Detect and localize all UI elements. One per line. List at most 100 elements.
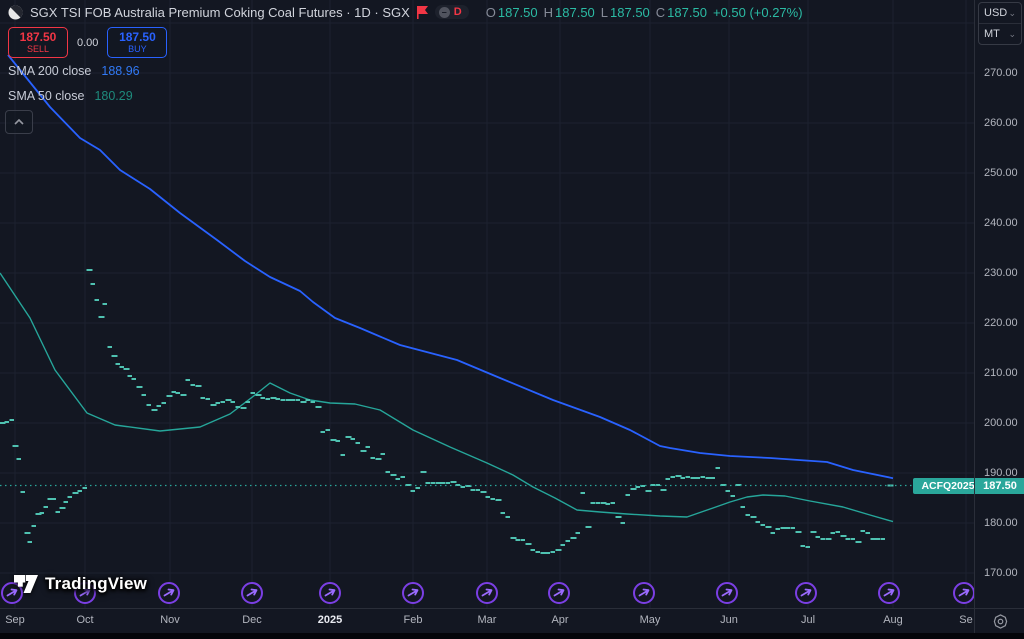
price-bar	[630, 488, 637, 490]
indicator-row-sma200[interactable]: SMA 200 close 188.96	[8, 63, 140, 79]
sma-line-200[interactable]	[7, 54, 894, 480]
spread-value: 0.00	[77, 36, 99, 49]
price-bar	[360, 450, 367, 452]
price-bar	[175, 392, 180, 394]
chart-canvas[interactable]	[0, 0, 974, 608]
settings-gear-icon[interactable]	[993, 613, 1008, 629]
sma-line-50[interactable]	[0, 272, 894, 523]
sell-price: 187.50	[19, 30, 57, 44]
price-bar	[675, 475, 682, 477]
sell-button[interactable]: 187.50 SELL	[8, 27, 68, 58]
contract-roll-icon[interactable]	[158, 582, 180, 604]
price-bar	[72, 492, 79, 494]
price-bar	[830, 532, 835, 534]
price-bar	[705, 477, 712, 479]
price-bar	[115, 363, 120, 365]
price-bar	[270, 397, 277, 399]
price-bar	[59, 507, 66, 509]
price-bar	[9, 419, 14, 421]
price-bar	[119, 366, 124, 368]
price-bar	[370, 457, 375, 459]
market-status-pill[interactable]: – D	[434, 5, 469, 19]
price-bar	[171, 391, 176, 393]
price-bar	[123, 368, 130, 370]
price-bar	[855, 541, 862, 543]
price-bar	[845, 538, 850, 540]
time-axis-label-2025: 2025	[317, 614, 343, 626]
contract-tag[interactable]: ACFQ2025	[913, 478, 983, 494]
price-bar	[420, 471, 427, 473]
price-bar	[94, 299, 99, 301]
time-axis-label-apr: Apr	[551, 614, 569, 626]
price-bar	[745, 514, 750, 516]
price-bar	[425, 482, 430, 484]
contract-roll-icon[interactable]	[633, 582, 655, 604]
price-axis-label: 200.00	[984, 417, 1018, 429]
contract-roll-icon[interactable]	[476, 582, 498, 604]
price-bar	[485, 496, 490, 498]
time-axis-label-sep: Sep	[5, 614, 25, 626]
price-bar	[515, 539, 520, 541]
contract-roll-icon[interactable]	[953, 582, 974, 604]
time-axis-label-may: May	[639, 614, 661, 626]
chart-legend-toolbar: SGX TSI FOB Australia Premium Coking Coa…	[8, 3, 803, 21]
price-bar	[710, 477, 715, 479]
contract-roll-icon[interactable]	[878, 582, 900, 604]
price-bar	[345, 436, 352, 438]
indicator-row-sma50[interactable]: SMA 50 close 180.29	[8, 88, 133, 104]
price-bar	[760, 524, 765, 526]
tradingview-mark-icon	[14, 575, 38, 593]
time-axis-label-mar: Mar	[477, 614, 497, 626]
currency-dropdown[interactable]: USD ⌄	[979, 3, 1021, 23]
price-bar	[355, 442, 360, 444]
contract-roll-icon[interactable]	[716, 582, 738, 604]
price-bar	[875, 538, 880, 540]
price-bar	[166, 395, 173, 397]
price-bar	[24, 532, 31, 534]
contract-roll-icon[interactable]	[548, 582, 570, 604]
price-bar	[645, 490, 652, 492]
contract-roll-icon[interactable]	[1, 582, 23, 604]
time-axis[interactable]: Sep Oct Nov Dec 2025 Feb Mar Apr May Jun Jul Aug Se	[0, 608, 1024, 633]
collapse-legend-button[interactable]	[5, 110, 33, 134]
price-bar	[725, 490, 730, 492]
price-bar	[600, 502, 607, 504]
price-bar	[860, 530, 865, 532]
price-bar	[720, 484, 727, 486]
price-bar	[550, 551, 555, 553]
price-bar	[795, 531, 802, 533]
flag-icon[interactable]	[416, 5, 428, 19]
price-axis[interactable]: 270.00 260.00 250.00 240.00 230.00 220.00 210.…	[974, 0, 1024, 608]
price-bar	[205, 398, 210, 400]
market-status-letter: D	[453, 6, 462, 18]
contract-roll-icon[interactable]	[241, 582, 263, 604]
price-bar	[430, 482, 435, 484]
contract-roll-icon[interactable]	[74, 582, 96, 604]
buy-button[interactable]: 187.50 BUY	[107, 27, 168, 58]
price-bar	[405, 484, 412, 486]
contract-roll-icon[interactable]	[795, 582, 817, 604]
contract-roll-icon[interactable]	[402, 582, 424, 604]
unit-dropdown[interactable]: MT ⌄	[979, 23, 1021, 44]
price-axis-label: 210.00	[984, 367, 1018, 379]
price-bar	[200, 397, 205, 399]
price-bar	[770, 532, 775, 534]
symbol-title[interactable]: SGX TSI FOB Australia Premium Coking Coa…	[30, 4, 410, 20]
price-bar	[775, 528, 780, 530]
price-bar	[220, 401, 225, 403]
tradingview-logo[interactable]: TradingView	[14, 574, 147, 594]
price-bar	[500, 512, 505, 514]
market-closed-icon: –	[438, 6, 450, 18]
price-bar	[595, 502, 600, 504]
unit-value: MT	[984, 28, 1000, 40]
price-bar	[90, 283, 95, 285]
contract-roll-icon[interactable]	[319, 582, 341, 604]
price-bar	[12, 445, 19, 447]
price-bar	[635, 486, 640, 488]
price-bar	[265, 398, 270, 400]
price-bar	[810, 531, 817, 533]
price-bar	[750, 516, 757, 518]
price-bar	[255, 394, 262, 396]
price-bar	[835, 531, 840, 533]
price-bar	[98, 316, 105, 318]
